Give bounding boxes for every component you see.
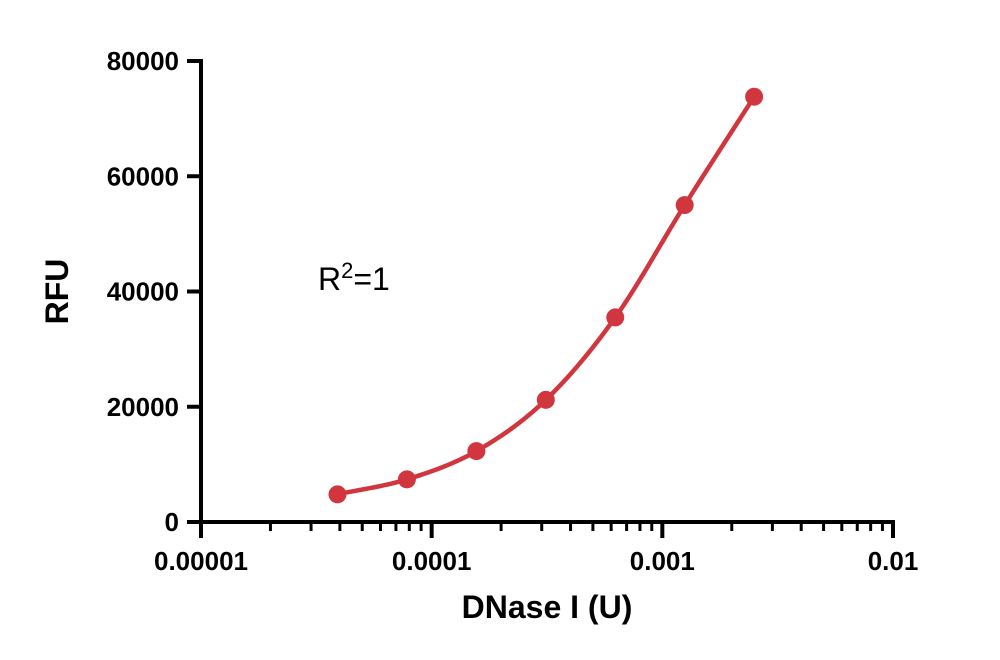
y-tick-label: 20000 — [107, 392, 179, 422]
x-tick-label: 0.0001 — [392, 546, 472, 576]
y-axis-title: RFU — [39, 259, 75, 325]
x-tick-label: 0.01 — [868, 546, 919, 576]
data-point — [397, 470, 416, 489]
r-squared-value: =1 — [353, 261, 389, 297]
data-points — [328, 87, 764, 504]
y-tick-label: 0 — [165, 507, 179, 537]
y-tick-label: 60000 — [107, 161, 179, 191]
r-squared-superscript: 2 — [341, 258, 353, 283]
y-tick-label: 40000 — [107, 277, 179, 307]
data-point — [467, 442, 486, 461]
data-point — [745, 87, 764, 106]
axes — [199, 59, 895, 524]
y-tick-label: 80000 — [107, 46, 179, 76]
fit-curve — [335, 94, 757, 497]
x-axis-title: DNase I (U) — [462, 589, 633, 625]
data-point — [606, 308, 625, 327]
y-ticks: 0 20000 40000 60000 80000 — [107, 46, 201, 537]
r-squared-annotation: R2=1 — [318, 258, 390, 297]
data-point — [675, 196, 694, 215]
data-point — [536, 390, 555, 409]
x-tick-label: 0.001 — [630, 546, 695, 576]
x-ticks: 0.00001 0.0001 0.001 0.01 — [154, 522, 918, 576]
x-tick-label: 0.00001 — [154, 546, 248, 576]
r-squared-base: R — [318, 261, 341, 297]
data-point — [328, 485, 347, 504]
